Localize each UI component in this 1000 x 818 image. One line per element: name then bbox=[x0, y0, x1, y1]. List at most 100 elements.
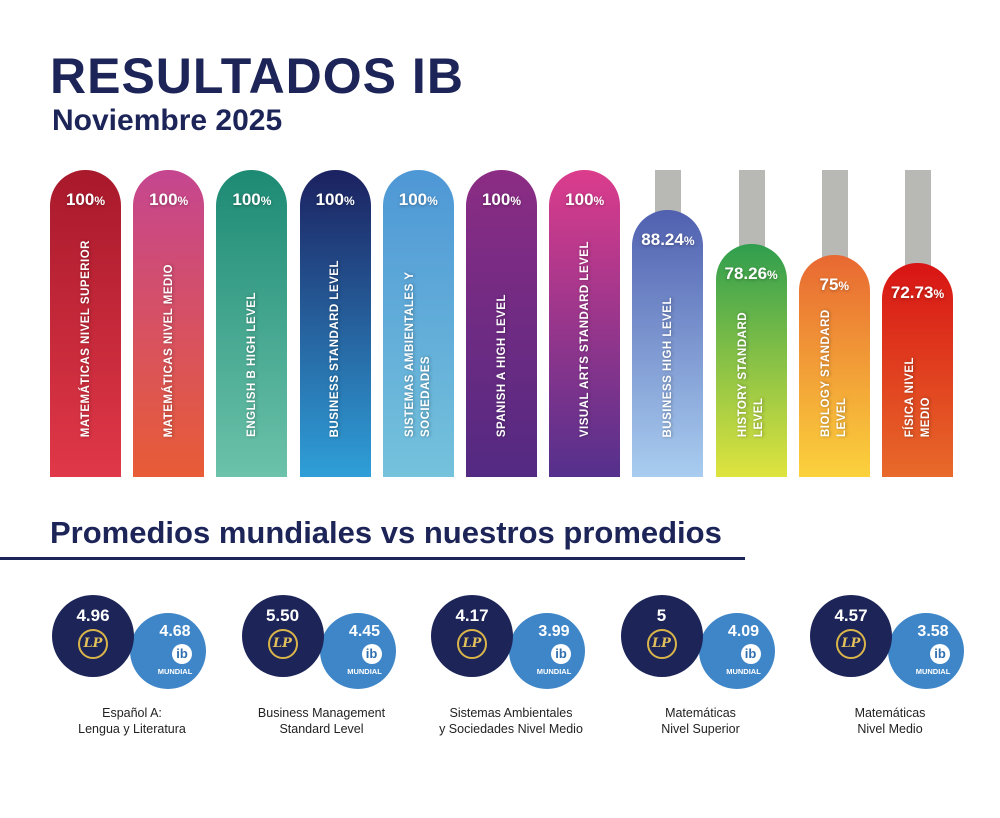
school-average-circle: 5.50 LP bbox=[241, 595, 324, 677]
school-average-value: 4.17 bbox=[455, 606, 489, 625]
value-text: 72.73 bbox=[890, 282, 934, 302]
bar-category-label: BUSINESS HIGH LEVEL bbox=[661, 296, 674, 438]
subject-line-2: Standard Level bbox=[279, 722, 364, 736]
bar-value-label: 88.24% bbox=[641, 229, 695, 249]
bar-value-label: 75% bbox=[819, 275, 850, 294]
bar-category-label: HISTORY STANDARD LEVEL bbox=[737, 311, 766, 437]
school-average-value: 5.50 bbox=[265, 606, 300, 625]
bar-slot: 100% MATEMÁTICAS NIVEL SUPERIOR bbox=[50, 170, 121, 477]
bar-category-label: BUSINESS STANDARD LEVEL bbox=[329, 259, 342, 437]
bar-slot: 100% ENGLISH B HIGH LEVEL bbox=[216, 170, 288, 477]
bar-value-label: 100% bbox=[149, 190, 189, 209]
school-average-circle: 4.57 LP bbox=[810, 595, 892, 677]
bar bbox=[50, 170, 121, 477]
world-average-circle: 3.58 ib MUNDIAL bbox=[888, 613, 964, 689]
subject-caption: Español A: Lengua y Literatura bbox=[32, 705, 232, 737]
subject-line-2: Nivel Medio bbox=[857, 722, 923, 736]
school-average-circle: 4.96 LP bbox=[52, 595, 134, 677]
bar bbox=[133, 170, 205, 477]
average-comparison: 4.57 LP 3.58 ib MUNDIAL Matemáticas Nive… bbox=[810, 595, 990, 745]
bar bbox=[216, 170, 288, 477]
value-text: 100 bbox=[398, 190, 428, 209]
mundial-badge: MUNDIAL bbox=[726, 667, 761, 676]
bar-slot: 100% SISTEMAS AMBIENTALES Y SOCIEDADES bbox=[382, 170, 454, 477]
subject-caption: Matemáticas Nivel Superior bbox=[601, 705, 801, 737]
bar-value-label: 100% bbox=[232, 190, 272, 209]
subject-line-1: Matemáticas bbox=[665, 706, 736, 720]
subject-line-2: Lengua y Literatura bbox=[78, 722, 186, 736]
subject-line-2: y Sociedades Nivel Medio bbox=[439, 722, 583, 736]
mundial-badge: MUNDIAL bbox=[915, 667, 951, 676]
world-average-value: 3.99 bbox=[538, 623, 570, 640]
school-average-circle: 5 LP bbox=[620, 595, 703, 677]
bar-category-label: VISUAL ARTS STANDARD LEVEL bbox=[578, 240, 591, 437]
bar-slot: 78.26% HISTORY STANDARD LEVEL bbox=[715, 170, 787, 477]
bar bbox=[715, 243, 787, 477]
subject-line-2: Nivel Superior bbox=[661, 722, 740, 736]
bar-value-label: 100% bbox=[398, 190, 438, 209]
average-comparison: 5.50 LP 4.45 ib MUNDIAL Business Managem… bbox=[241, 595, 422, 745]
mundial-badge: MUNDIAL bbox=[157, 667, 193, 676]
bar-value-label: 100% bbox=[65, 190, 106, 209]
ib-logo-icon: ib bbox=[361, 644, 382, 664]
bar-slot: 100% SPANISH A HIGH LEVEL bbox=[466, 170, 537, 477]
bar-category-label: FÍSICA NIVEL MEDIO bbox=[903, 356, 932, 437]
average-comparison: 4.17 LP 3.99 ib MUNDIAL Sistemas Ambient… bbox=[431, 595, 611, 745]
school-average-value: 4.57 bbox=[834, 606, 868, 625]
averages-heading: Promedios mundiales vs nuestros promedio… bbox=[50, 515, 722, 550]
subject-caption: Matemáticas Nivel Medio bbox=[790, 705, 990, 737]
value-text: 78.26 bbox=[724, 263, 768, 283]
bar-slot: 100% BUSINESS STANDARD LEVEL bbox=[299, 170, 371, 477]
world-average-value: 4.68 bbox=[159, 623, 191, 640]
results-bar-chart: 100% MATEMÁTICAS NIVEL SUPERIOR 100% MATEMÁ… bbox=[50, 170, 953, 477]
value-text: 100 bbox=[149, 190, 178, 209]
world-average-circle: 3.99 ib MUNDIAL bbox=[509, 613, 585, 689]
mundial-badge: MUNDIAL bbox=[536, 667, 572, 676]
bar bbox=[798, 255, 870, 477]
bar bbox=[299, 170, 371, 477]
bar-slot: 75% BIOLOGY STANDARD LEVEL bbox=[798, 170, 870, 477]
ib-logo-icon: ib bbox=[172, 644, 192, 664]
bar-category-label: MATEMÁTICAS NIVEL SUPERIOR bbox=[79, 239, 92, 437]
world-average-value: 4.09 bbox=[727, 623, 760, 640]
school-logo-icon: LP bbox=[457, 629, 487, 659]
bar-category-label: SISTEMAS AMBIENTALES Y SOCIEDADES bbox=[404, 271, 433, 437]
bar-slot: 100% VISUAL ARTS STANDARD LEVEL bbox=[549, 170, 621, 477]
subject-line-1: Español A: bbox=[102, 706, 162, 720]
subject-caption: Sistemas Ambientales y Sociedades Nivel … bbox=[411, 705, 611, 737]
bar bbox=[549, 170, 621, 477]
school-logo-icon: LP bbox=[646, 629, 677, 659]
subject-line-1: Matemáticas bbox=[854, 706, 926, 720]
bar-category-label: MATEMÁTICAS NIVEL MEDIO bbox=[162, 263, 175, 437]
school-logo-icon: LP bbox=[267, 629, 298, 659]
value-text: 100 bbox=[315, 190, 344, 209]
school-average-value: 4.96 bbox=[76, 606, 110, 625]
bar-slot: 100% MATEMÁTICAS NIVEL MEDIO bbox=[133, 170, 205, 477]
page-subtitle: Noviembre 2025 bbox=[52, 104, 283, 137]
world-average-circle: 4.45 ib MUNDIAL bbox=[319, 613, 396, 689]
bar-slot: 88.24% BUSINESS HIGH LEVEL bbox=[632, 170, 704, 477]
school-logo-icon: LP bbox=[836, 629, 866, 659]
ib-logo-icon: ib bbox=[740, 644, 761, 664]
bar-value-label: 100% bbox=[565, 190, 605, 209]
bar-value-label: 78.26% bbox=[724, 263, 778, 283]
value-text: 100 bbox=[65, 190, 95, 209]
ib-logo-icon: ib bbox=[551, 644, 571, 664]
school-average-circle: 4.17 LP bbox=[431, 595, 513, 677]
bar-value-label: 100% bbox=[481, 190, 522, 209]
value-text: 75 bbox=[819, 275, 839, 294]
bar bbox=[466, 170, 537, 477]
subject-line-1: Sistemas Ambientales bbox=[449, 706, 573, 720]
world-average-circle: 4.09 ib MUNDIAL bbox=[698, 613, 775, 689]
bar-category-label: BIOLOGY STANDARD LEVEL bbox=[820, 309, 849, 437]
mundial-badge: MUNDIAL bbox=[347, 667, 382, 676]
bar bbox=[882, 262, 953, 477]
value-text: 100 bbox=[481, 190, 511, 209]
world-average-value: 3.58 bbox=[917, 623, 949, 640]
bar bbox=[382, 170, 454, 477]
subject-line-1: Business Management bbox=[257, 706, 386, 720]
subject-caption: Business Management Standard Level bbox=[222, 705, 422, 737]
ib-logo-icon: ib bbox=[930, 644, 950, 664]
page-title: RESULTADOS IB bbox=[50, 48, 464, 104]
world-average-value: 4.45 bbox=[348, 623, 381, 640]
